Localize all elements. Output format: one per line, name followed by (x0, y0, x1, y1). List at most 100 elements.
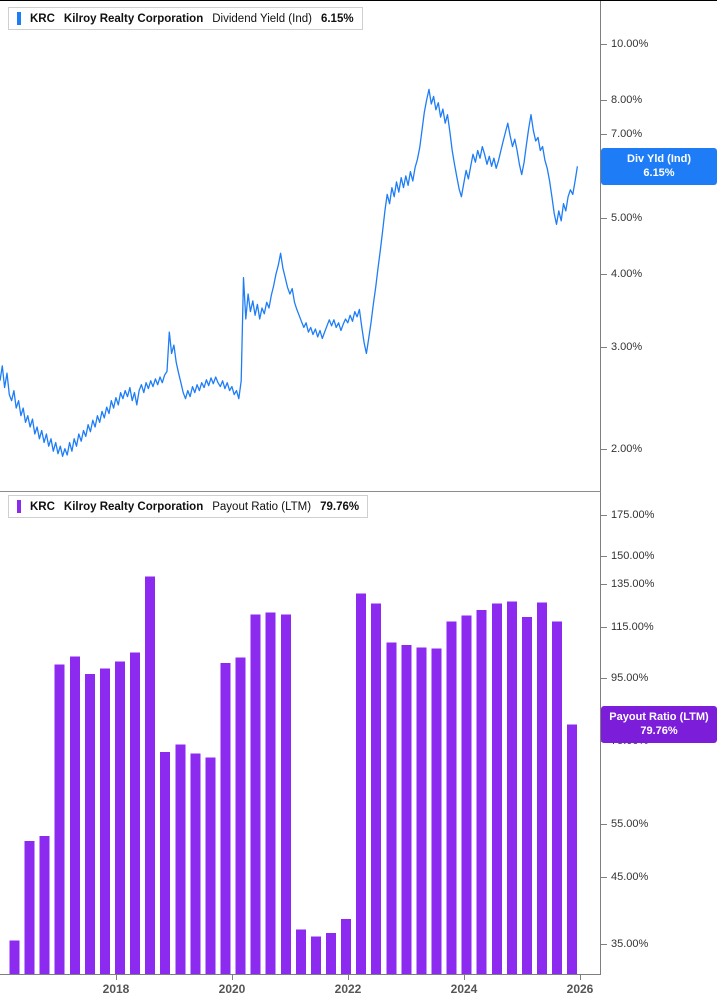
y-axis-label: 175.00% (611, 509, 655, 521)
payout-ratio-bar[interactable] (431, 648, 442, 974)
payout-ratio-bar[interactable] (295, 929, 306, 974)
y-axis-label: 2.00% (611, 443, 643, 455)
payout-ratio-bar[interactable] (537, 602, 547, 974)
payout-ratio-bar[interactable] (54, 664, 65, 974)
y-axis-label: 8.00% (611, 94, 643, 106)
payout-ratio-bar[interactable] (175, 744, 186, 975)
payout-ratio-bar[interactable] (461, 615, 472, 974)
panel-divider-line (0, 491, 601, 492)
payout-ratio-bar[interactable] (446, 621, 457, 974)
x-axis-tick (116, 975, 117, 980)
ticker-symbol: KRC (30, 12, 55, 25)
x-axis-label: 2024 (450, 982, 478, 996)
y-axis-label: 115.00% (611, 621, 654, 633)
y-axis-line (600, 1, 601, 974)
legend-payout-ratio: KRC Kilroy Realty Corporation Payout Rat… (8, 495, 369, 518)
payout-ratio-bar[interactable] (326, 933, 336, 974)
payout-ratio-bar[interactable] (220, 662, 231, 974)
payout-ratio-bar[interactable] (506, 601, 517, 974)
y-axis-label: 7.00% (611, 128, 643, 140)
y-axis-label: 10.00% (611, 38, 649, 50)
x-axis-tick (464, 975, 465, 980)
payout-ratio-bar[interactable] (115, 661, 125, 974)
payout-ratio-bar[interactable] (160, 751, 171, 974)
dividend-yield-line (0, 88, 579, 457)
axis-badge-payout-ratio: Payout Ratio (LTM) 79.76% (601, 706, 717, 743)
metric-value-dividend-yield: 6.15% (320, 12, 354, 25)
y-axis-tick (601, 347, 607, 348)
dividend-yield-line-chart[interactable] (0, 1, 600, 491)
legend-dividend-yield: KRC Kilroy Realty Corporation Dividend Y… (8, 7, 363, 30)
payout-ratio-bar[interactable] (491, 603, 502, 974)
payout-ratio-bar[interactable] (280, 614, 291, 975)
axis-badge-label: Div Yld (Ind) (627, 153, 691, 165)
y-axis-tick (601, 218, 607, 219)
y-axis-label: 3.00% (611, 341, 643, 353)
y-axis-tick (601, 877, 607, 878)
payout-ratio-bar[interactable] (250, 614, 261, 975)
payout-ratio-bar[interactable] (130, 652, 141, 975)
y-axis-tick (601, 824, 607, 825)
y-axis-label: 135.00% (611, 578, 655, 590)
payout-ratio-bar[interactable] (39, 836, 50, 974)
axis-badge-label: Payout Ratio (LTM) (609, 711, 709, 723)
axis-badge-dividend-yield: Div Yld (Ind) 6.15% (601, 148, 717, 185)
metric-name-payout-ratio: Payout Ratio (LTM) (212, 500, 312, 513)
payout-ratio-bar[interactable] (401, 645, 412, 974)
y-axis-label: 95.00% (611, 672, 649, 684)
x-axis-label: 2018 (102, 982, 130, 996)
payout-ratio-bar[interactable] (522, 616, 532, 974)
ticker-symbol: KRC (30, 500, 55, 513)
y-axis-tick (601, 627, 607, 628)
series-swatch-payout-ratio (17, 500, 21, 513)
payout-ratio-bar[interactable] (341, 918, 352, 974)
x-axis-tick (348, 975, 349, 980)
y-axis-tick (601, 556, 607, 557)
y-axis-label: 55.00% (611, 818, 649, 830)
payout-ratio-bar[interactable] (552, 621, 563, 974)
payout-ratio-bar[interactable] (190, 753, 201, 974)
payout-ratio-bar[interactable] (310, 936, 321, 974)
payout-ratio-bar[interactable] (205, 757, 216, 975)
payout-ratio-bar[interactable] (84, 673, 95, 974)
y-axis-label: 35.00% (611, 938, 649, 950)
series-swatch-dividend-yield (17, 12, 21, 25)
payout-ratio-bar[interactable] (476, 610, 487, 974)
payout-ratio-bar-chart[interactable] (0, 491, 600, 974)
payout-ratio-bar[interactable] (145, 576, 156, 974)
payout-ratio-bar[interactable] (356, 593, 367, 974)
payout-ratio-bar[interactable] (386, 642, 397, 975)
y-axis-tick (601, 134, 607, 135)
y-axis-tick (601, 100, 607, 101)
y-axis-label: 150.00% (611, 550, 655, 562)
y-axis-tick (601, 274, 607, 275)
y-axis-tick (601, 44, 607, 45)
payout-ratio-bar[interactable] (99, 668, 110, 974)
y-axis-tick (601, 584, 607, 585)
payout-ratio-bar[interactable] (24, 841, 35, 974)
y-axis-tick (601, 944, 607, 945)
payout-ratio-bar[interactable] (416, 647, 427, 975)
x-axis-line (0, 974, 601, 975)
x-axis-label: 2026 (566, 982, 594, 996)
payout-ratio-bar[interactable] (235, 657, 246, 974)
company-name: Kilroy Realty Corporation (63, 12, 204, 25)
x-axis-tick (232, 975, 233, 980)
y-axis-tick (601, 449, 607, 450)
metric-value-payout-ratio: 79.76% (320, 500, 360, 513)
company-name: Kilroy Realty Corporation (63, 500, 204, 513)
x-axis-label: 2020 (218, 982, 246, 996)
y-axis-tick (601, 515, 607, 516)
payout-ratio-bar[interactable] (371, 603, 382, 974)
axis-badge-value: 79.76% (640, 725, 678, 738)
metric-name-dividend-yield: Dividend Yield (Ind) (212, 12, 312, 25)
y-axis-label: 45.00% (611, 871, 649, 883)
payout-ratio-bar[interactable] (567, 724, 578, 974)
payout-ratio-bar[interactable] (265, 612, 276, 974)
y-axis-label: 4.00% (611, 268, 643, 280)
y-axis-label: 5.00% (611, 212, 643, 224)
payout-ratio-bar[interactable] (9, 940, 20, 974)
x-axis-tick (580, 975, 581, 980)
payout-ratio-bar[interactable] (69, 656, 80, 974)
